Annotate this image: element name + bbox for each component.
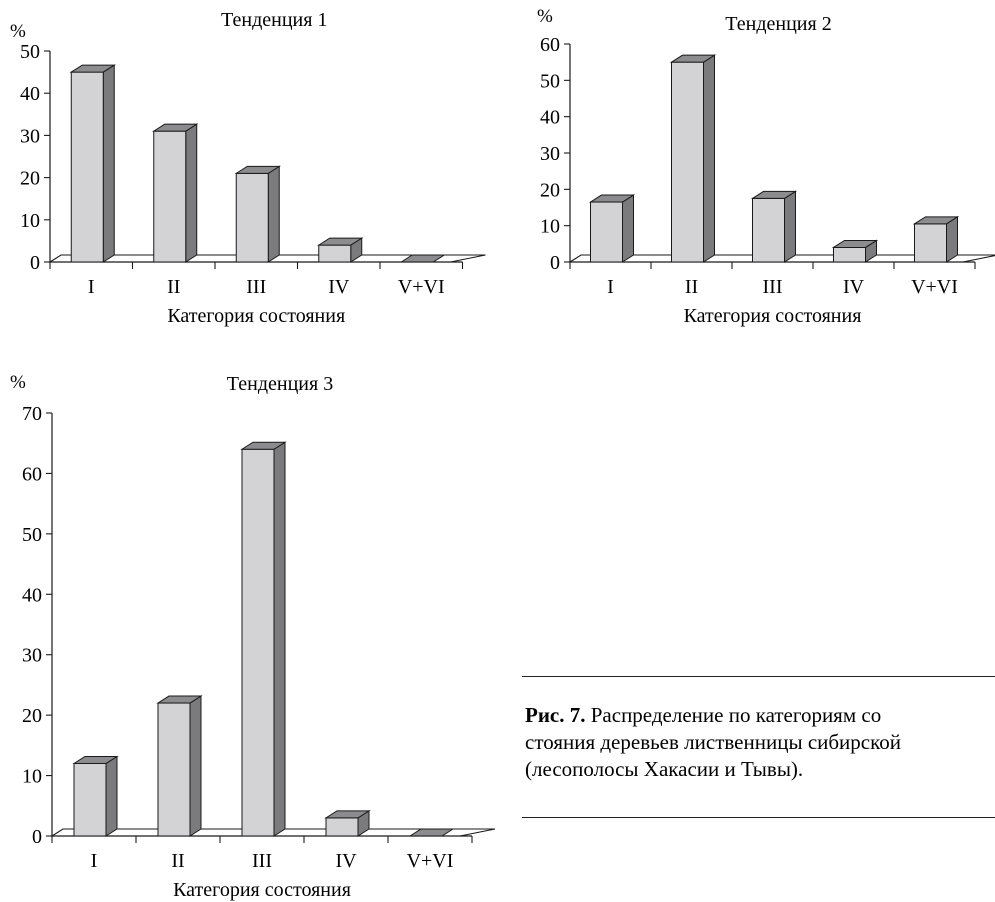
y-tick-label: 30	[540, 143, 560, 165]
y-unit-label: %	[537, 6, 553, 27]
y-tick-label: 0	[32, 826, 42, 848]
x-tick-label-v-vi: V+VI	[911, 276, 958, 298]
caption-rule-bottom	[522, 817, 995, 818]
bar-iii	[750, 190, 798, 263]
bar-iv	[324, 809, 371, 837]
chart-title: Тенденция 3	[227, 373, 333, 395]
x-tick-label-iii: III	[763, 276, 783, 298]
bar-top	[72, 755, 119, 764]
y-unit-label: %	[10, 372, 26, 393]
x-tick-label-ii: II	[167, 276, 180, 298]
y-tick-label: 60	[22, 463, 42, 485]
bar-iv	[317, 237, 364, 263]
bar-front	[70, 71, 104, 263]
y-tick-label: 70	[22, 403, 42, 425]
x-tick-label-ii: II	[685, 276, 698, 298]
bar-v-vi	[912, 215, 960, 263]
y-tick-label: 50	[22, 524, 42, 546]
x-axis-title: Категория состояния	[167, 305, 345, 327]
bar-top	[588, 194, 636, 203]
x-tick-label-i: I	[91, 850, 98, 872]
y-tick-label: 10	[540, 216, 560, 238]
bar-front	[241, 448, 275, 837]
y-tick-label: 50	[540, 70, 560, 92]
bar-top	[156, 695, 203, 704]
bar-i	[588, 194, 636, 263]
bar-top	[317, 237, 364, 246]
x-axis-title: Категория состояния	[684, 305, 862, 327]
y-tick-label: 30	[22, 645, 42, 667]
bar-front	[235, 172, 269, 263]
bar-front	[325, 817, 359, 837]
y-tick-label: 20	[22, 705, 42, 727]
x-tick-label-iv: IV	[328, 276, 350, 298]
bar-i	[69, 64, 116, 263]
y-tick-label: 40	[540, 107, 560, 129]
bar-iii	[240, 441, 287, 837]
bar-top	[669, 54, 717, 63]
x-tick-label-v-vi: V+VI	[398, 276, 445, 298]
y-tick-label: 10	[22, 766, 42, 788]
y-tick-label: 0	[30, 252, 40, 274]
bar-top	[234, 165, 281, 174]
y-tick-label: 40	[22, 584, 42, 606]
bar-front	[153, 130, 187, 263]
x-tick-label-iv: IV	[335, 850, 357, 872]
bar-v-vi	[399, 254, 446, 263]
bar-side	[105, 755, 118, 837]
figure-caption: Рис. 7. Распределение по категориям со с…	[525, 702, 995, 783]
x-tick-label-v-vi: V+VI	[407, 850, 454, 872]
y-tick-label: 20	[540, 179, 560, 201]
x-tick-label-iii: III	[252, 850, 272, 872]
bar-iv	[831, 239, 879, 263]
x-tick-label-iv: IV	[843, 276, 865, 298]
x-tick-label-iii: III	[246, 276, 266, 298]
bar-front	[671, 61, 704, 263]
y-unit-label: %	[10, 21, 26, 42]
bar-iii	[234, 165, 281, 263]
bar-ii	[669, 54, 717, 263]
x-axis-title: Категория состояния	[173, 879, 351, 901]
caption-text: Распределение по категориям со стояния д…	[525, 703, 901, 781]
bar-ii	[152, 123, 199, 263]
bar-top	[324, 810, 371, 819]
bar-side	[273, 441, 286, 837]
bar-top	[399, 254, 446, 263]
y-tick-label: 10	[20, 210, 40, 232]
y-tick-label: 30	[20, 125, 40, 147]
x-tick-label-ii: II	[171, 850, 184, 872]
y-tick-label: 20	[20, 168, 40, 190]
y-tick-label: 40	[20, 83, 40, 105]
bar-front	[914, 223, 947, 263]
bar-i	[72, 755, 119, 837]
bar-v-vi	[408, 828, 455, 837]
y-tick-label: 50	[20, 41, 40, 63]
bar-top	[408, 828, 455, 837]
bar-front	[590, 201, 623, 263]
caption-rule-top	[522, 676, 995, 677]
chart-title: Тенденция 1	[221, 9, 327, 31]
x-tick-label-i: I	[88, 276, 95, 298]
bar-front	[73, 762, 107, 837]
chart-title: Тенденция 2	[725, 13, 831, 35]
bar-top	[240, 441, 287, 450]
x-tick-label-i: I	[607, 276, 614, 298]
y-tick-label: 60	[540, 34, 560, 56]
bar-top	[831, 239, 879, 248]
bar-top	[152, 123, 199, 132]
caption-label: Рис. 7.	[525, 703, 586, 727]
bar-side	[189, 695, 202, 837]
bar-front	[157, 702, 191, 837]
y-tick-label: 0	[550, 252, 560, 274]
bar-ii	[156, 695, 203, 837]
bar-top	[750, 190, 798, 199]
bar-top	[912, 216, 960, 225]
bar-top	[69, 64, 116, 73]
bar-front	[752, 197, 785, 263]
